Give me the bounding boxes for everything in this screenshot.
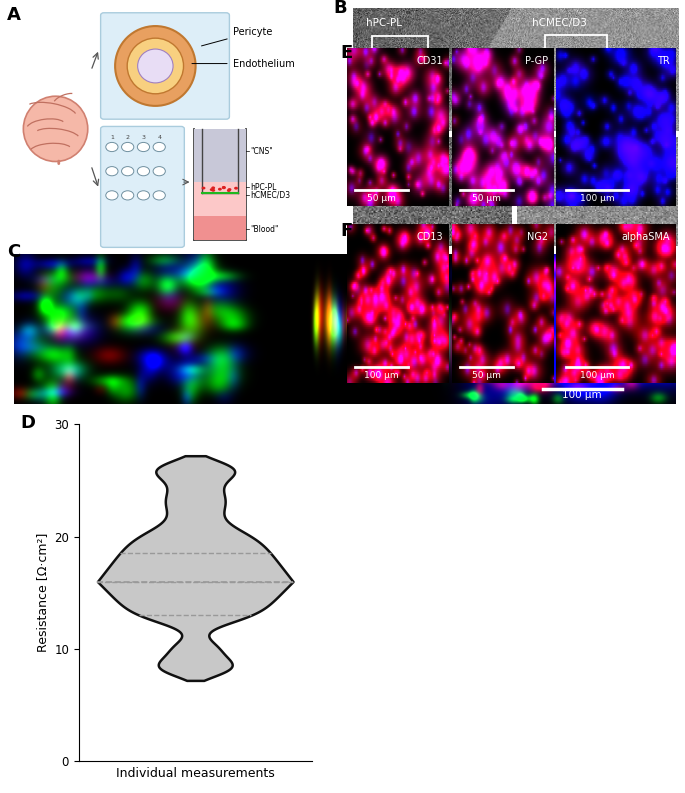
Text: D: D bbox=[21, 414, 36, 432]
Circle shape bbox=[121, 143, 134, 151]
Text: 50 μm: 50 μm bbox=[472, 194, 501, 204]
Text: hPC-PL: hPC-PL bbox=[361, 146, 397, 156]
Text: B: B bbox=[334, 0, 347, 17]
Text: B: B bbox=[105, 169, 110, 174]
Text: NG2: NG2 bbox=[527, 232, 549, 243]
Text: Pericyte: Pericyte bbox=[201, 27, 272, 46]
Bar bbox=[194, 182, 245, 216]
Text: 50 μm: 50 μm bbox=[472, 371, 501, 381]
Text: Endothelium: Endothelium bbox=[192, 59, 295, 68]
FancyBboxPatch shape bbox=[101, 13, 229, 119]
Circle shape bbox=[153, 191, 165, 200]
Text: hPC-PL: hPC-PL bbox=[250, 183, 277, 192]
Text: A: A bbox=[105, 144, 110, 150]
Text: hCMEC/D3: hCMEC/D3 bbox=[532, 17, 586, 28]
Text: "CNS": "CNS" bbox=[250, 147, 273, 155]
Circle shape bbox=[153, 143, 165, 151]
Circle shape bbox=[153, 167, 165, 176]
Text: 100 μm: 100 μm bbox=[364, 371, 399, 381]
Text: 3: 3 bbox=[141, 135, 145, 140]
FancyBboxPatch shape bbox=[101, 126, 184, 247]
Text: 100 μm: 100 μm bbox=[580, 194, 614, 204]
Circle shape bbox=[105, 167, 118, 176]
Circle shape bbox=[121, 191, 134, 200]
Text: Nuclei: Nuclei bbox=[628, 285, 665, 295]
Text: 2: 2 bbox=[125, 135, 129, 140]
Text: E: E bbox=[340, 44, 353, 62]
Text: CD13: CD13 bbox=[417, 232, 444, 243]
Circle shape bbox=[105, 191, 118, 200]
Circle shape bbox=[211, 186, 215, 190]
Circle shape bbox=[222, 186, 225, 189]
Circle shape bbox=[218, 188, 222, 190]
Text: C: C bbox=[105, 193, 110, 198]
Text: P-GP: P-GP bbox=[525, 56, 549, 66]
Bar bbox=[373, 36, 427, 104]
Circle shape bbox=[234, 186, 238, 190]
Ellipse shape bbox=[23, 96, 88, 162]
Text: alphaSMA: alphaSMA bbox=[621, 232, 670, 243]
Bar bbox=[194, 129, 245, 182]
Text: "Blood": "Blood" bbox=[250, 224, 279, 234]
Circle shape bbox=[222, 186, 226, 190]
Circle shape bbox=[137, 167, 149, 176]
Circle shape bbox=[210, 188, 214, 191]
Circle shape bbox=[105, 143, 118, 151]
Text: 50 μm: 50 μm bbox=[367, 194, 396, 204]
Circle shape bbox=[212, 189, 215, 192]
Circle shape bbox=[227, 188, 232, 191]
X-axis label: Individual measurements: Individual measurements bbox=[116, 767, 275, 780]
Text: F: F bbox=[340, 222, 353, 240]
Circle shape bbox=[121, 167, 134, 176]
Text: hPC-PL: hPC-PL bbox=[366, 17, 402, 28]
Text: 100 μm: 100 μm bbox=[562, 390, 602, 400]
Text: 4: 4 bbox=[158, 135, 161, 140]
Circle shape bbox=[201, 186, 206, 190]
Circle shape bbox=[137, 143, 149, 151]
Text: hCMFC/D3: hCMFC/D3 bbox=[525, 146, 580, 156]
Text: CD31: CD31 bbox=[417, 56, 444, 66]
Text: TR: TR bbox=[658, 56, 670, 66]
Text: Pericyte: Pericyte bbox=[616, 309, 665, 319]
Text: C: C bbox=[7, 243, 21, 261]
Y-axis label: Resistance [Ω·cm²]: Resistance [Ω·cm²] bbox=[36, 533, 49, 653]
Ellipse shape bbox=[127, 38, 184, 94]
Text: hCMEC/D3: hCMEC/D3 bbox=[250, 191, 290, 200]
Ellipse shape bbox=[138, 49, 173, 83]
Text: Endothelium: Endothelium bbox=[590, 261, 665, 271]
Bar bbox=[194, 216, 245, 240]
Circle shape bbox=[227, 189, 231, 192]
Text: 1: 1 bbox=[110, 135, 114, 140]
Circle shape bbox=[137, 191, 149, 200]
Text: A: A bbox=[8, 6, 21, 24]
Ellipse shape bbox=[115, 26, 196, 106]
Text: 100 μm: 100 μm bbox=[580, 371, 614, 381]
Bar bbox=[545, 35, 607, 109]
